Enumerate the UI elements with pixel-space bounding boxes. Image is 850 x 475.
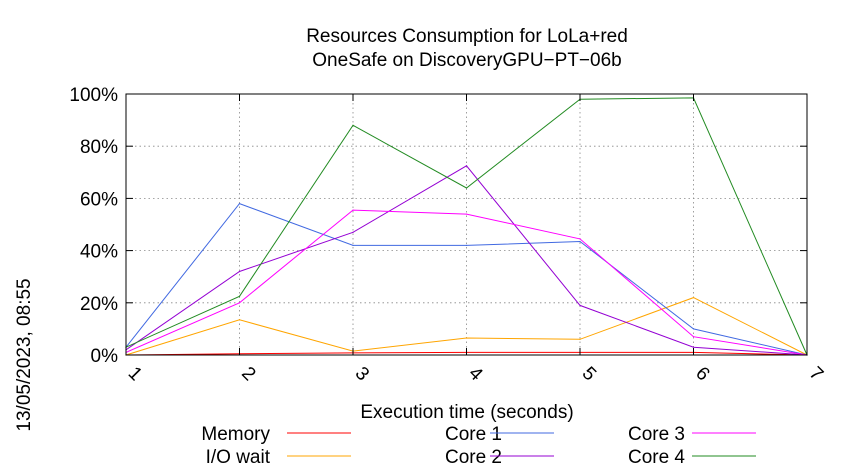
legend-label-memory: Memory [201,424,270,445]
data-point-core-1 [692,328,695,330]
data-point-core-1 [465,244,468,246]
y-tick-label: 60% [80,189,118,210]
data-point-core-4 [465,187,468,189]
series-lines [125,97,808,356]
data-point-core-3 [465,213,468,215]
data-point-core-1 [352,244,354,246]
data-point-core-3 [238,302,241,304]
data-point-core-2 [579,304,581,307]
data-point-i-o-wait [579,338,581,340]
data-point-core-2 [692,346,695,348]
series-line-core-4 [125,97,808,356]
data-point-i-o-wait [465,337,468,339]
x-tick-label: 1 [124,363,146,385]
x-axis-label: Execution time (seconds) [360,402,573,423]
grid [126,94,807,355]
data-point-core-2 [352,231,354,233]
data-point-core-2 [238,270,241,273]
data-point-core-1 [238,203,241,205]
data-point-core-4 [352,124,354,126]
x-tick-label: 2 [237,363,259,385]
data-point-core-3 [692,336,695,338]
x-axis-ticks: 1 2 3 4 5 6 7 [124,94,827,386]
y-tick-label: 40% [80,242,118,263]
y-axis-ticks: 0% 20% 40% 60% 80% 100% [69,85,807,367]
legend-label-core-1: Core 1 [445,424,502,445]
data-point-i-o-wait [238,319,241,321]
y-tick-label: 20% [80,294,118,315]
data-point-core-1 [579,240,581,243]
data-point-core-2 [465,165,468,167]
y-tick-label: 80% [80,137,118,158]
x-tick-label: 6 [691,363,713,385]
y-tick-label: 0% [91,346,119,367]
legend-label-i-o-wait: I/O wait [206,447,271,468]
x-tick-label: 5 [578,363,600,385]
legend-label-core-2: Core 2 [445,447,502,468]
y-tick-label: 100% [69,85,118,106]
data-point-core-3 [579,238,581,240]
legend-label-core-3: Core 3 [628,424,685,445]
legend-label-core-4: Core 4 [628,447,685,468]
x-tick-label: 7 [805,363,827,385]
data-point-core-3 [352,209,354,211]
timestamp-label: 13/05/2023, 08:55 [14,278,35,431]
chart-title-line-2: OneSafe on DiscoveryGPU−PT−06b [312,50,621,71]
data-point-i-o-wait [692,296,695,299]
data-point-core-4 [238,295,241,297]
x-tick-label: 4 [464,363,487,386]
x-tick-label: 3 [351,363,373,385]
chart-title-line-1: Resources Consumption for LoLa+red [306,26,628,47]
